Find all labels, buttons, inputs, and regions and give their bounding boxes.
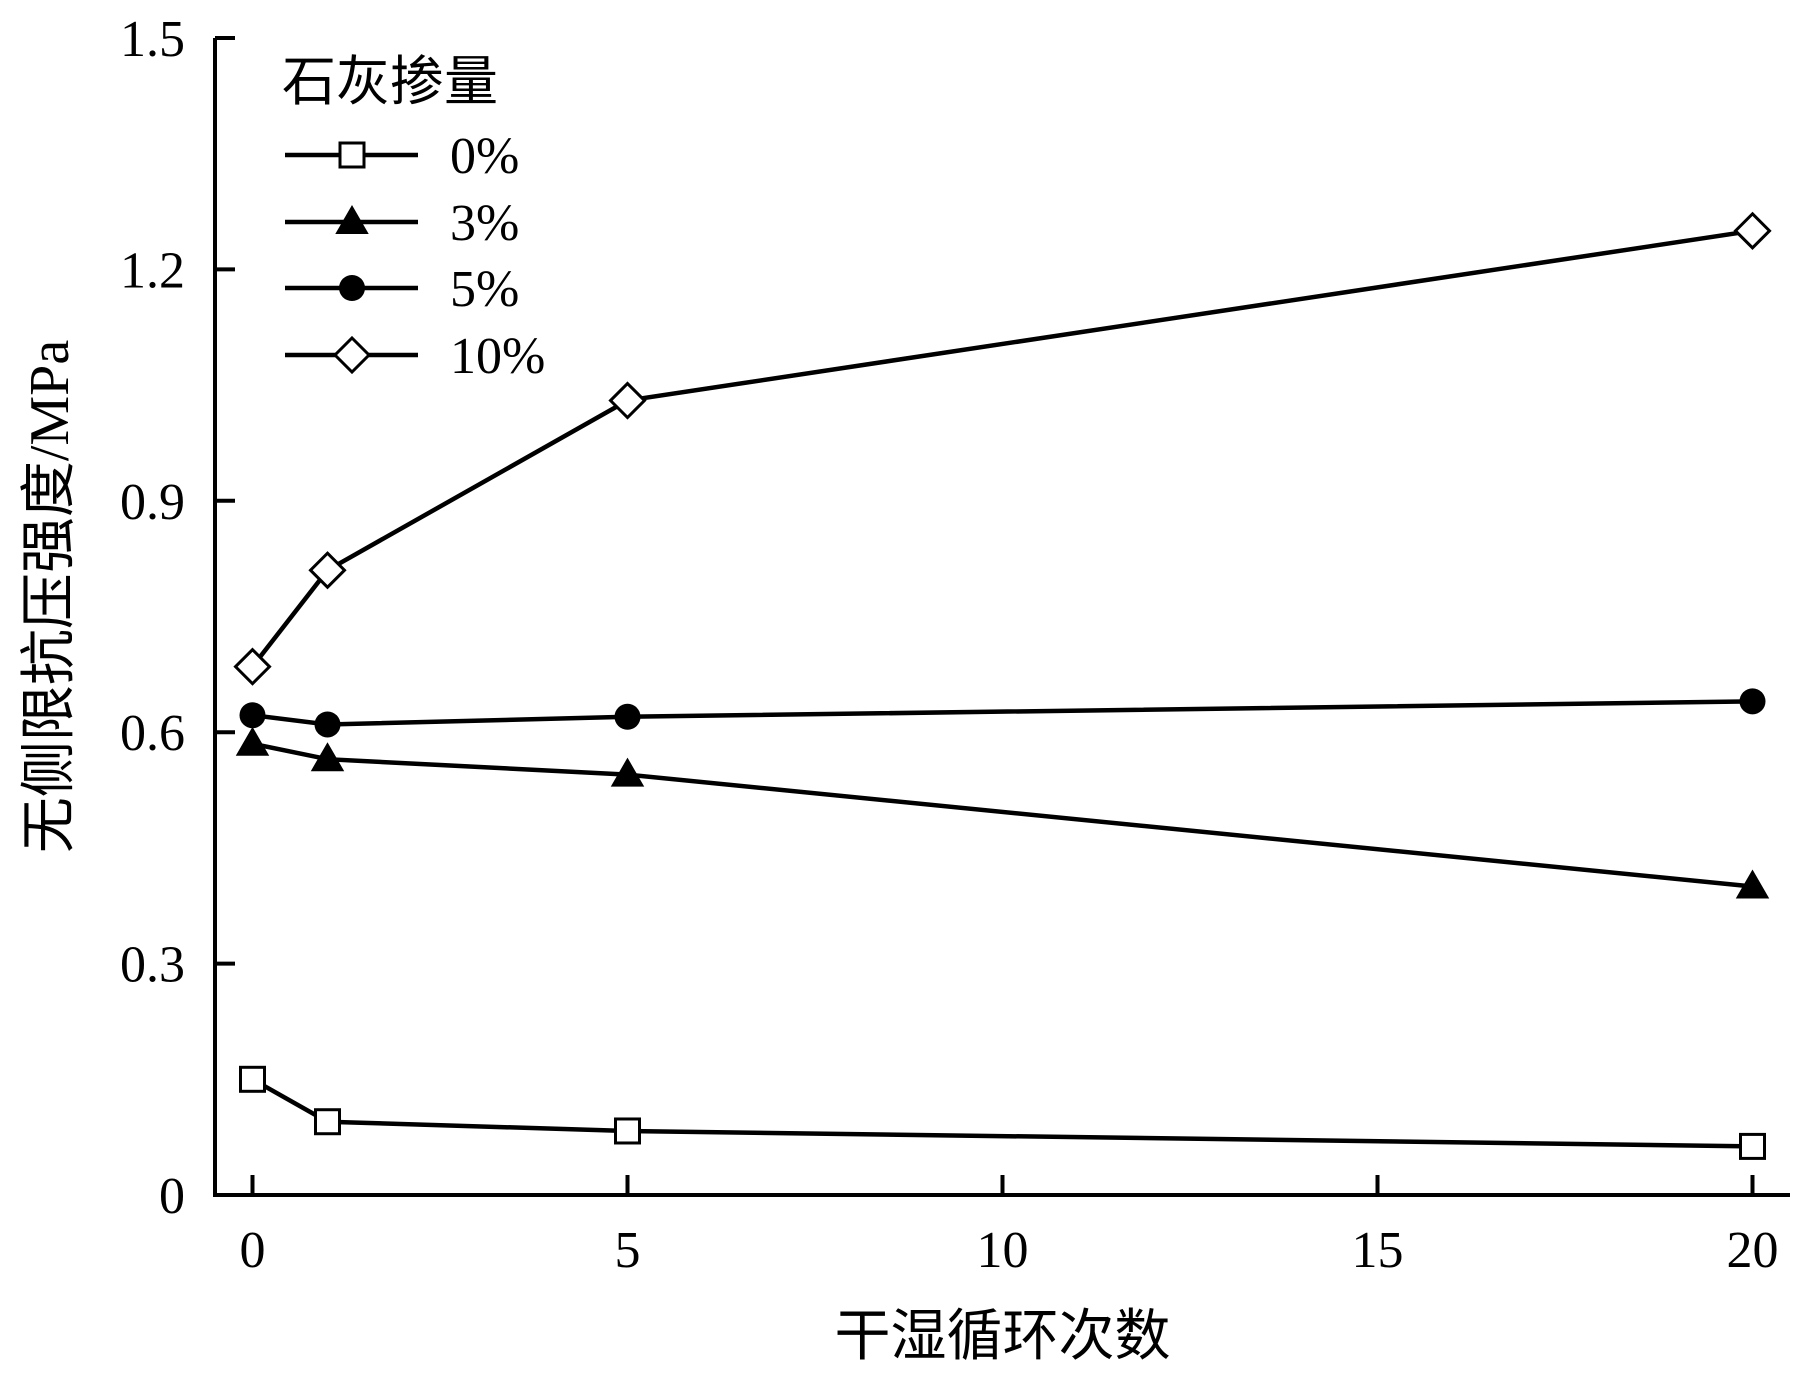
data-point bbox=[614, 1117, 641, 1145]
data-point bbox=[233, 647, 272, 686]
axes: 0 0.3 0.6 0.9 1.2 1.5 0 5 10 15 20 bbox=[120, 11, 1790, 1279]
data-point bbox=[610, 757, 645, 787]
y-tick-label: 1.5 bbox=[120, 11, 185, 68]
series-line bbox=[250, 228, 1753, 669]
legend: 石灰掺量 0% 3% 5% 10% bbox=[282, 52, 545, 385]
legend-label: 0% bbox=[450, 128, 519, 185]
data-point bbox=[239, 1065, 266, 1093]
series-layer bbox=[233, 211, 1772, 1160]
series-line bbox=[252, 699, 1753, 727]
legend-marker bbox=[339, 275, 365, 301]
data-point bbox=[314, 711, 341, 738]
series-1 bbox=[235, 726, 1770, 899]
x-tick-label: 10 bbox=[977, 1222, 1029, 1279]
series-line bbox=[252, 741, 1753, 889]
legend-label: 5% bbox=[450, 261, 519, 318]
series-0 bbox=[239, 1065, 1766, 1160]
legend-item: 0% bbox=[285, 128, 519, 185]
x-tick-label: 15 bbox=[1352, 1222, 1404, 1279]
legend-marker bbox=[335, 204, 369, 234]
series-3 bbox=[233, 211, 1772, 686]
legend-title: 石灰掺量 bbox=[282, 52, 498, 112]
legend-marker bbox=[332, 335, 372, 375]
data-point bbox=[1739, 688, 1766, 715]
data-point bbox=[314, 1108, 341, 1136]
data-point bbox=[235, 726, 270, 756]
x-tick-label: 5 bbox=[615, 1222, 641, 1279]
legend-marker bbox=[338, 141, 366, 169]
series-2 bbox=[239, 688, 1766, 738]
data-point bbox=[310, 742, 345, 772]
y-tick-label: 0.9 bbox=[120, 474, 185, 531]
x-tick-label: 20 bbox=[1727, 1222, 1779, 1279]
y-tick-label: 0.6 bbox=[120, 705, 185, 762]
y-tick-label: 0 bbox=[159, 1168, 185, 1225]
data-point bbox=[308, 551, 347, 590]
y-tick-label: 0.3 bbox=[120, 937, 185, 994]
data-point bbox=[614, 703, 641, 730]
data-point bbox=[1733, 211, 1772, 250]
legend-label: 10% bbox=[450, 328, 545, 385]
y-axis-label: 无侧限抗压强度/MPa bbox=[19, 340, 81, 853]
y-tick-label: 1.2 bbox=[120, 242, 185, 299]
x-axis-label: 干湿循环次数 bbox=[835, 1306, 1171, 1368]
data-point bbox=[608, 381, 647, 420]
x-tick-label: 0 bbox=[240, 1222, 266, 1279]
data-point bbox=[1739, 1132, 1766, 1160]
data-point bbox=[1735, 869, 1770, 899]
legend-item: 10% bbox=[285, 328, 545, 385]
data-point bbox=[239, 702, 266, 729]
series-line bbox=[251, 1077, 1753, 1149]
legend-item: 3% bbox=[285, 195, 519, 252]
legend-item: 5% bbox=[285, 261, 519, 318]
legend-label: 3% bbox=[450, 195, 519, 252]
